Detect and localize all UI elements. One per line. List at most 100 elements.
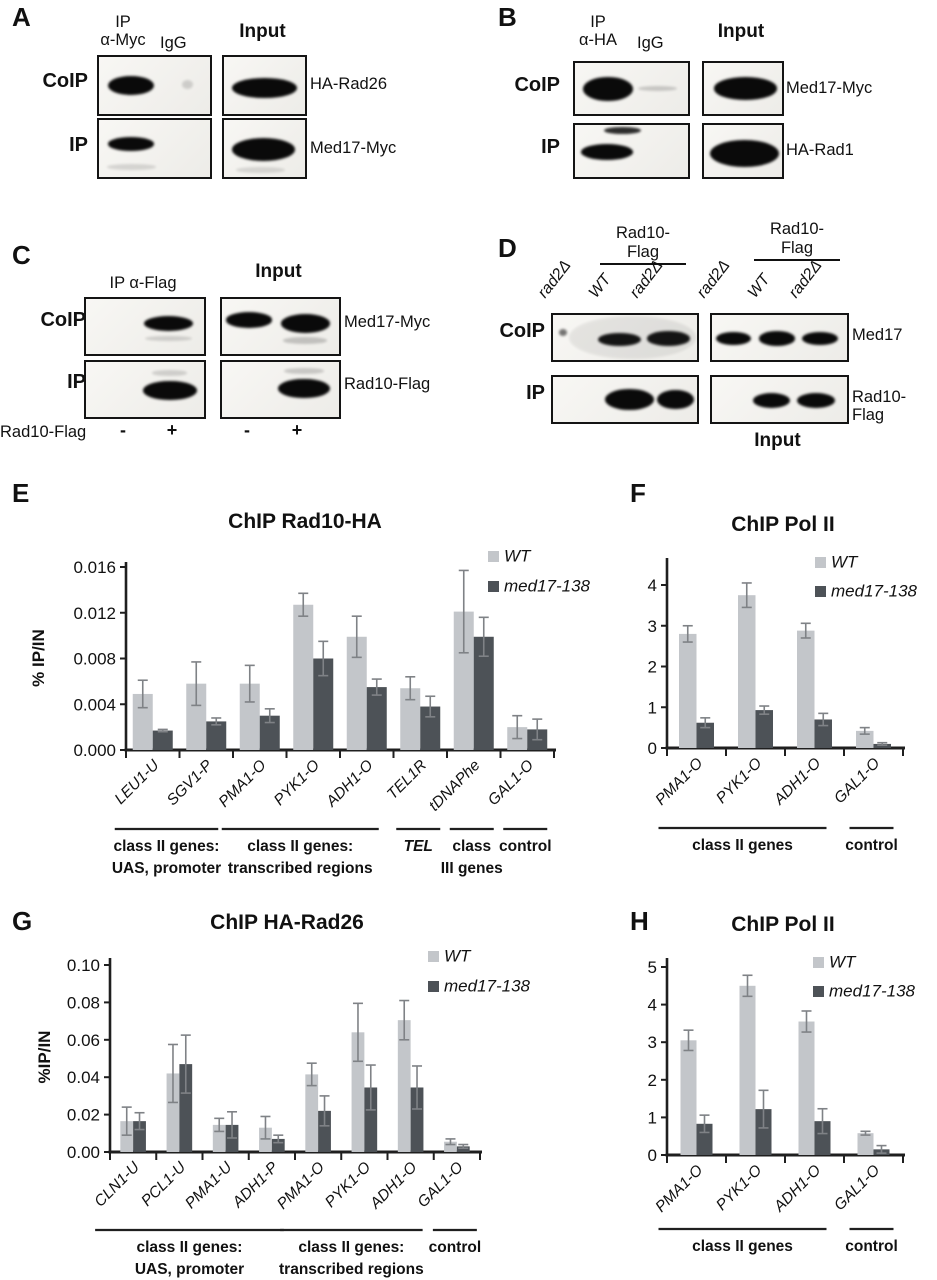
bar-G-WT-ADH1-P (259, 1127, 272, 1152)
legend-marker-F-WT (815, 557, 826, 568)
legend-label-H-WT: WT (829, 953, 857, 972)
blot-C-ip-input (220, 360, 341, 419)
bar-G-med17-138-PMA1-O (318, 1110, 331, 1152)
blot-band-A-coip-lanes-0 (107, 75, 155, 96)
bar-H-WT-PYK1-O (739, 985, 756, 1155)
a-ip-row-label: IP (69, 134, 88, 156)
blot-band-D-coip-input-0 (716, 331, 752, 346)
blot-band-D-coip-input-2 (801, 331, 839, 346)
bar-F-WT-GAL1-O (856, 730, 874, 748)
blot-C-ip-lanes (84, 360, 206, 419)
blot-band-B-ip-lanes-0 (580, 144, 633, 160)
chart-G-group-label-1-1: transcribed regions (279, 1261, 424, 1278)
blot-B-coip-lanes (573, 61, 690, 116)
bar-G-WT-CLN1-U (120, 1121, 134, 1152)
blot-band-B-coip-lanes-1 (638, 85, 677, 92)
chart-G-category-label-PYK1-O: PYK1-O (322, 1159, 374, 1211)
chart-F-ytick-label: 1 (648, 698, 657, 717)
c-sign-3: + (291, 420, 303, 440)
chart-E-category-label-TEL1R: TEL1R (384, 757, 430, 803)
bar-E-med17-138-tDNAPhe (473, 636, 494, 750)
chart-E-ytick-label: 0.012 (73, 604, 116, 623)
bar-F-med17-138-GAL1-O (873, 743, 891, 748)
bar-H-med17-138-ADH1-O (814, 1121, 831, 1155)
chart-G-ytick-label: 0.04 (67, 1068, 100, 1087)
a-top-band-label: HA-Rad26 (310, 75, 388, 93)
chart-E-category-label-PYK1-O: PYK1-O (271, 757, 323, 809)
chart-E-ylabel: % IP/IN (29, 629, 48, 687)
chart-G-title: ChIP HA-Rad26 (210, 911, 364, 934)
legend-marker-E-med17-138 (488, 581, 499, 592)
chart-G-category-label-PCL1-U: PCL1-U (138, 1158, 190, 1210)
b-ip-header: IP (590, 13, 606, 31)
chart-H-category-label-PYK1-O: PYK1-O (713, 1162, 765, 1214)
blot-band-C-coip-input-0 (225, 312, 273, 328)
blot-band-D-ip-lanes-0 (604, 388, 654, 411)
blot-band-D-coip-lanes-1 (558, 328, 568, 336)
blot-band-D-ip-input-1 (797, 392, 835, 409)
panel-label-e: E (12, 478, 30, 508)
b-top-band-label: Med17-Myc (786, 79, 873, 97)
b-ip-row-label: IP (541, 136, 560, 158)
bar-G-WT-ADH1-O (397, 1020, 411, 1152)
chart-G-category-label-PMA1-O: PMA1-O (274, 1159, 328, 1213)
panel-label-b: B (498, 2, 517, 32)
chart-G-ytick-label: 0.02 (67, 1106, 100, 1125)
bar-H-WT-PMA1-O (680, 1040, 697, 1155)
blot-band-A-ip-input-1 (236, 167, 285, 173)
chart-E-ytick-label: 0.016 (73, 558, 116, 577)
chart-E-group-label-4-0: control (499, 838, 552, 855)
blot-band-D-ip-input-0 (752, 392, 791, 409)
legend-label-F-WT: WT (831, 553, 859, 572)
chart-F-group-label-0-0: class II genes (692, 837, 793, 854)
d-ip-row-label: IP (526, 382, 545, 404)
chart-H-ytick-label: 0 (648, 1146, 657, 1165)
legend-label-F-med17-138: med17-138 (831, 582, 918, 601)
chart-F-category-label-PYK1-O: PYK1-O (713, 755, 765, 807)
legend-marker-G-WT (428, 951, 439, 962)
blot-band-C-coip-input-2 (282, 336, 328, 344)
chart-E-category-label-tDNAPhe: tDNAPhe (426, 757, 484, 815)
c-ip-header: IP α-Flag (109, 274, 177, 292)
blot-band-D-coip-lanes-2 (597, 332, 641, 347)
a-igg-label: IgG (160, 34, 187, 52)
bar-E-WT-ADH1-O (346, 636, 367, 750)
blot-band-A-ip-lanes-1 (106, 163, 156, 170)
bar-E-med17-138-SGV1-P (206, 721, 227, 750)
c-ip-row-label: IP (67, 371, 86, 393)
b-bottom-band-label: HA-Rad1 (786, 141, 854, 159)
d-group-header-right: Rad10-Flag (754, 220, 840, 261)
chart-E-ytick-label: 0.000 (73, 741, 116, 760)
legend-label-E-WT: WT (504, 547, 532, 566)
blot-band-A-ip-lanes-0 (107, 137, 155, 151)
chart-G-ytick-label: 0.08 (67, 993, 100, 1012)
a-ip-header: IP (115, 13, 131, 31)
chart-G-category-label-CLN1-U: CLN1-U (91, 1158, 143, 1210)
chart-E-category-label-ADH1-O: ADH1-O (322, 757, 376, 811)
bar-G-WT-PYK1-O (351, 1032, 365, 1152)
chart-H-group-label-0-0: class II genes (692, 1238, 793, 1255)
legend-label-E-med17-138: med17-138 (504, 577, 591, 596)
blot-A-coip-input (222, 55, 307, 116)
chart-E-group-label-0-1: UAS, promoter (112, 860, 221, 877)
bar-H-med17-138-PYK1-O (755, 1109, 772, 1155)
chart-E: ChIP Rad10-HA % IP/IN 0.000 0.004 0.008 0.012… (29, 510, 591, 877)
c-sign-2: - (244, 420, 250, 440)
d-bottom-band-label: Rad10-Flag (852, 388, 907, 424)
chart-F-title: ChIP Pol II (731, 513, 834, 536)
chart-G-ytick-label: 0.06 (67, 1031, 100, 1050)
chart-G-group-label-2-0: control (429, 1239, 482, 1256)
bar-G-WT-GAL1-O (444, 1141, 457, 1152)
chart-E-group-label-2-0: TEL (404, 838, 433, 855)
blot-B-ip-lanes (573, 123, 690, 179)
bar-G-med17-138-PCL1-U (179, 1064, 193, 1152)
bar-H-med17-138-PMA1-O (696, 1123, 713, 1155)
bar-E-WT-PYK1-O (293, 604, 314, 750)
chart-G-ytick-label: 0.00 (67, 1143, 100, 1162)
chart-G-group-label-1-0: class II genes: (298, 1239, 404, 1256)
chart-E-group-label-1-0: class II genes: (247, 838, 353, 855)
panel-label-d: D (498, 233, 517, 263)
c-sign-1: + (166, 420, 178, 440)
chart-F: ChIP Pol II 0 1 2 3 4 PMA1-O PYK1-O ADH1-O GAL1-O… (648, 513, 918, 854)
